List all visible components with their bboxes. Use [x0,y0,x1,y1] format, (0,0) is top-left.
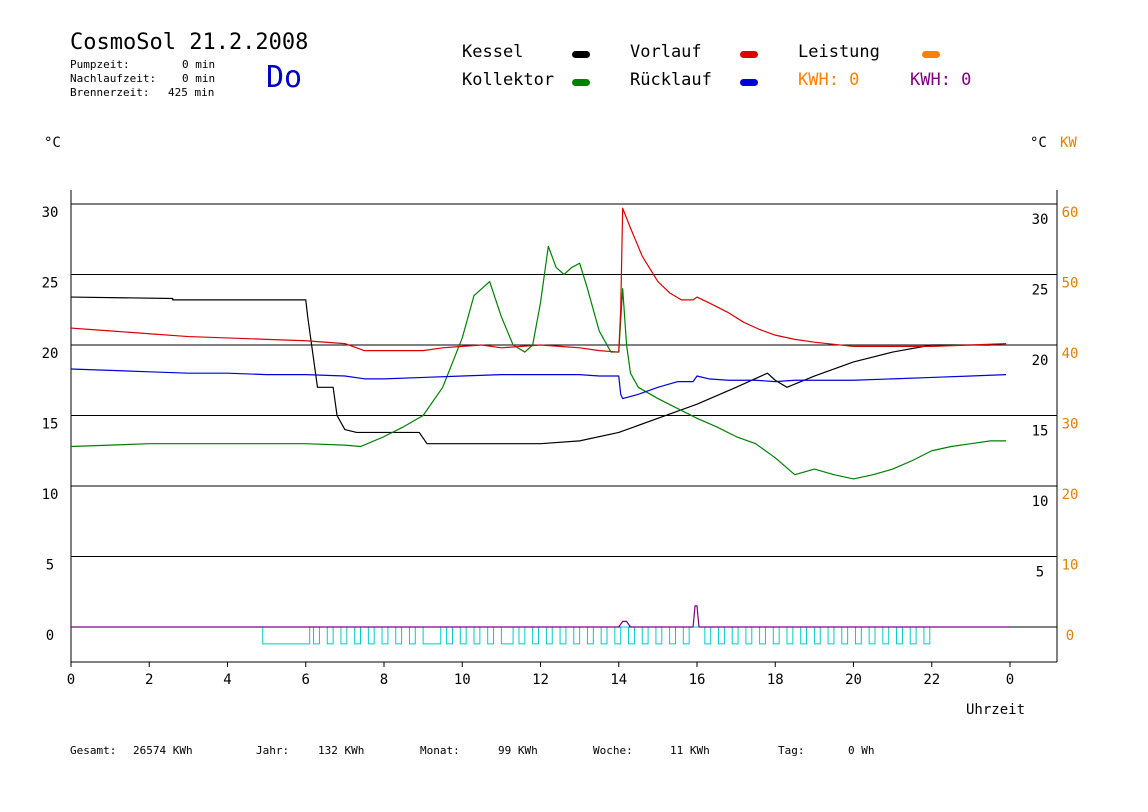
y2-tick-label: 20 [1062,487,1079,503]
x-tick-label: 0 [1006,672,1014,688]
x-tick-label: 22 [923,672,940,688]
y-tick-label-left: 0 [46,628,54,644]
footer-gesamt-value: 26574 KWh [133,744,193,757]
stat-brennerzeit-value: 425 min [168,86,215,99]
legend-leistung: Leistung [798,42,880,62]
y2-tick-label: 40 [1062,346,1079,362]
legend-vorlauf: Vorlauf [630,42,702,62]
footer-monat-value: 99 KWh [498,744,538,757]
legend-kollektor-swatch [572,79,590,86]
x-tick-label: 16 [689,672,706,688]
series-line-leistung [71,605,1010,628]
y-tick-label-left: 5 [46,558,54,574]
footer-tag-label: Tag: [778,744,805,757]
legend-leistung-swatch [922,51,940,58]
y-tick-label-right: 20 [1032,353,1049,369]
footer-monat-label: Monat: [420,744,460,757]
x-tick-label: 18 [767,672,784,688]
y-tick-label-left: 10 [42,487,59,503]
footer-jahr-label: Jahr: [256,744,290,757]
legend-vorlauf-swatch [740,51,758,58]
y-tick-label-left: 20 [42,346,59,362]
stat-pumpzeit-value: 0 min [182,58,216,71]
x-tick-label: 4 [223,672,231,688]
pump-signal-line [71,626,1010,645]
footer-woche-value: 11 KWh [670,744,710,757]
y-tick-label-right: 30 [1032,212,1049,228]
footer-gesamt-label: Gesamt: [70,744,117,757]
x-axis-label: Uhrzeit [966,702,1026,718]
y-tick-label-left: 30 [42,205,59,221]
y2-tick-label: 10 [1062,558,1079,574]
x-tick-label: 14 [610,672,627,688]
left-axis-unit: °C [44,135,61,151]
legend-kwh-purple: KWH: 0 [910,70,972,90]
legend-kessel: Kessel [462,42,524,62]
y2-tick-label: 30 [1062,417,1079,433]
y-tick-label-left: 15 [42,417,59,433]
y2-tick-label: 60 [1062,205,1079,221]
stat-pumpzeit-label: Pumpzeit: [70,58,130,71]
series-line-vorlauf [70,207,1007,353]
y-tick-label-right: 5 [1036,565,1044,581]
y-tick-label-left: 25 [42,276,59,292]
x-tick-label: 2 [145,672,153,688]
x-tick-label: 0 [67,672,75,688]
legend-ruecklauf-swatch [740,79,758,86]
x-tick-label: 6 [302,672,310,688]
y-tick-label-right: 15 [1032,424,1049,440]
y-tick-label-right: 10 [1032,494,1049,510]
y-tick-label-right: 25 [1032,283,1049,299]
legend-kwh-orange: KWH: 0 [798,70,860,90]
footer-tag-value: 0 Wh [848,744,875,757]
series-line-rcklauf [70,368,1007,400]
series-line-kollektor [70,245,1007,480]
chart-title: CosmoSol 21.2.2008 [70,30,309,55]
x-tick-label: 20 [845,672,862,688]
x-tick-label: 10 [454,672,471,688]
footer-woche-label: Woche: [593,744,633,757]
x-tick-label: 8 [380,672,388,688]
stat-nachlaufzeit-label: Nachlaufzeit: [70,72,157,85]
legend-ruecklauf: Rücklauf [630,70,712,90]
right-axis-unit-kw: KW [1060,135,1077,151]
stat-brennerzeit-label: Brennerzeit: [70,86,150,99]
legend-kessel-swatch [572,51,590,58]
stat-nachlaufzeit-value: 0 min [182,72,216,85]
y2-tick-label: 50 [1062,276,1079,292]
series-line-kessel [70,296,991,445]
footer-jahr-value: 132 KWh [318,744,365,757]
weekday-label: Do [266,60,303,95]
y2-tick-label: 0 [1066,628,1074,644]
legend-kollektor: Kollektor [462,70,555,90]
x-tick-label: 12 [532,672,549,688]
right-axis-unit: °C [1030,135,1047,151]
